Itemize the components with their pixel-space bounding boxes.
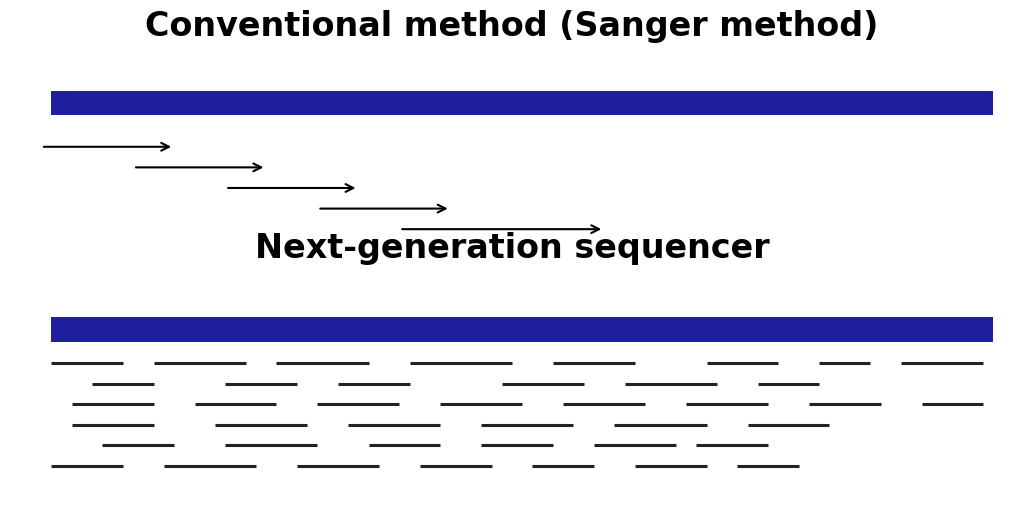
- Bar: [51, 317, 993, 342]
- Text: Next-generation sequencer: Next-generation sequencer: [255, 232, 769, 265]
- Text: Conventional method (Sanger method): Conventional method (Sanger method): [145, 10, 879, 43]
- Bar: [51, 91, 993, 115]
